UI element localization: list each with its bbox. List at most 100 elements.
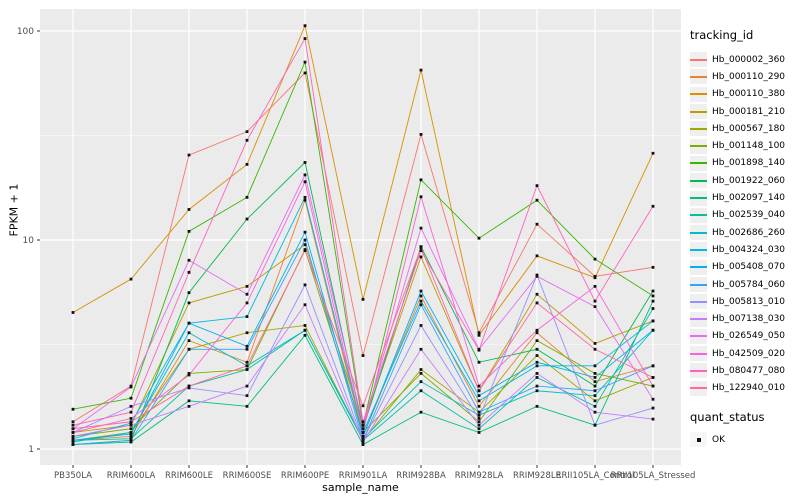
data-point-marker <box>303 180 307 184</box>
data-point-marker <box>651 376 655 379</box>
data-point-marker <box>535 184 539 188</box>
legend-key <box>690 190 707 206</box>
data-point-marker <box>419 226 423 230</box>
legend-key <box>690 104 707 120</box>
series-color-line-icon <box>690 75 707 78</box>
data-point-marker <box>535 339 539 343</box>
data-point-marker <box>651 364 655 368</box>
data-point-marker <box>651 204 655 208</box>
series-color-line-icon <box>690 318 707 321</box>
legend-label: Hb_007138_030 <box>712 314 786 325</box>
data-point-marker <box>535 331 539 335</box>
quant-status-key <box>690 432 707 448</box>
data-point-marker <box>361 404 365 408</box>
data-point-marker <box>71 427 75 431</box>
data-point-marker <box>477 394 481 398</box>
data-point-marker <box>71 438 75 442</box>
data-point-marker <box>187 229 191 233</box>
legend-label: Hb_000002_360 <box>712 54 786 65</box>
legend-title: tracking_id <box>690 28 754 42</box>
legend-item-Hb_080477_080: Hb_080477_080 <box>690 362 800 379</box>
legend-label: Hb_005408_070 <box>712 262 786 273</box>
data-point-marker <box>535 198 539 202</box>
data-point-marker <box>477 404 481 408</box>
data-point-marker <box>535 404 539 408</box>
legend-label: Hb_002686_260 <box>712 227 786 238</box>
data-point-marker <box>419 195 423 199</box>
legend-item-Hb_000181_210: Hb_000181_210 <box>690 103 800 120</box>
series-color-line-icon <box>690 248 707 251</box>
data-point-marker <box>71 407 75 411</box>
x-tick-label: RRIM600LE <box>165 471 213 481</box>
data-point-marker <box>535 292 539 296</box>
data-point-marker <box>593 257 597 261</box>
data-point-marker <box>245 384 249 388</box>
data-point-marker <box>477 236 481 240</box>
data-point-marker <box>477 413 481 417</box>
data-point-marker <box>535 222 539 226</box>
data-point-marker <box>535 389 539 393</box>
legend-key <box>690 173 707 189</box>
data-point-marker <box>593 399 597 403</box>
data-point-marker <box>651 417 655 421</box>
data-point-marker <box>245 331 249 335</box>
x-tick-label: RRIM901LA <box>339 471 388 481</box>
quant-status-label: OK <box>712 434 725 445</box>
data-point-marker <box>71 431 75 434</box>
data-point-marker <box>187 153 191 157</box>
data-point-marker <box>651 299 655 303</box>
data-point-marker <box>245 347 249 351</box>
data-point-marker <box>245 130 249 134</box>
data-point-marker <box>187 399 191 403</box>
data-point-marker <box>129 420 133 424</box>
legend-key <box>690 277 707 292</box>
legend-label: Hb_005784_060 <box>712 279 786 290</box>
data-point-marker <box>187 301 191 305</box>
series-color-line-icon <box>690 93 707 96</box>
plot-panel <box>40 9 681 465</box>
legend-item-Hb_000110_290: Hb_000110_290 <box>690 68 800 85</box>
data-point-marker <box>651 307 655 310</box>
series-color-line-icon <box>690 300 707 303</box>
data-point-marker <box>361 427 365 431</box>
data-point-marker <box>361 440 365 444</box>
legend-key <box>690 328 707 344</box>
data-point-marker <box>535 254 539 258</box>
data-point-marker <box>477 360 481 364</box>
data-point-marker <box>361 438 365 442</box>
data-point-marker <box>187 331 191 335</box>
data-point-marker <box>419 303 423 307</box>
legend-key <box>690 259 707 275</box>
series-color-line-icon <box>690 145 707 148</box>
data-point-marker <box>129 427 133 431</box>
legend-item-Hb_005408_070: Hb_005408_070 <box>690 259 800 276</box>
data-point-marker <box>651 328 655 332</box>
data-point-marker <box>129 437 133 441</box>
data-point-marker <box>419 380 423 384</box>
legend-item-Hb_000110_380: Hb_000110_380 <box>690 86 800 103</box>
legend-label: Hb_002539_040 <box>712 210 786 221</box>
data-point-marker <box>593 276 597 280</box>
data-point-marker <box>593 347 597 351</box>
data-point-marker <box>303 71 307 75</box>
legend-item-Hb_001922_060: Hb_001922_060 <box>690 172 800 189</box>
data-point-marker <box>651 319 655 323</box>
y-tick-label: 10 <box>23 236 35 246</box>
data-point-marker <box>71 420 75 424</box>
x-tick-label: PB350LA <box>54 471 92 481</box>
data-point-marker <box>535 328 539 332</box>
series-color-line-icon <box>690 162 707 165</box>
data-point-marker <box>187 373 191 377</box>
data-point-marker <box>477 423 481 427</box>
data-point-marker <box>419 410 423 414</box>
series-color-line-icon <box>690 352 707 355</box>
data-point-marker <box>593 410 597 414</box>
data-point-marker <box>129 410 133 414</box>
data-point-marker <box>535 364 539 368</box>
data-point-marker <box>303 243 307 247</box>
data-point-marker <box>593 384 597 388</box>
data-point-marker <box>71 443 75 446</box>
data-point-marker <box>129 432 133 436</box>
data-point-marker <box>187 404 191 408</box>
data-point-marker <box>303 249 307 252</box>
